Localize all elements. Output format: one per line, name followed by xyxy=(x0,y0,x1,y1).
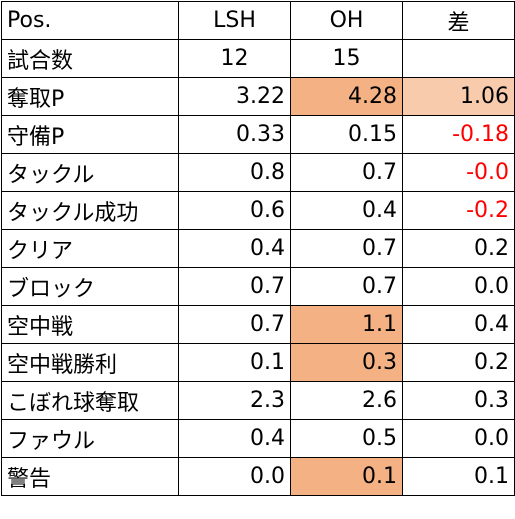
diff-value xyxy=(402,39,515,78)
table-row: 警告 0.0 0.1 0.1 xyxy=(1,457,515,496)
oh-value-highlighted: 4.28 xyxy=(290,77,403,116)
header-diff: 差 xyxy=(402,1,515,40)
header-oh: OH xyxy=(290,1,403,40)
lsh-value: 0.6 xyxy=(178,191,291,230)
lsh-value: 0.8 xyxy=(178,153,291,192)
diff-value-negative: -0.0 xyxy=(402,153,515,192)
lsh-value: 0.7 xyxy=(178,267,291,306)
table-row: タックル 0.8 0.7 -0.0 xyxy=(1,153,515,192)
row-label: 試合数 xyxy=(1,39,179,78)
table-row: 守備P 0.33 0.15 -0.18 xyxy=(1,115,515,154)
table-row: こぼれ球奪取 2.3 2.6 0.3 xyxy=(1,381,515,420)
table-row: 試合数 12 15 xyxy=(1,39,515,78)
oh-value: 0.7 xyxy=(290,153,403,192)
row-label: タックル成功 xyxy=(1,191,179,230)
row-label: 守備P xyxy=(1,115,179,154)
diff-value-highlighted: 1.06 xyxy=(402,77,515,116)
table-row: タックル成功 0.6 0.4 -0.2 xyxy=(1,191,515,230)
lsh-value: 3.22 xyxy=(178,77,291,116)
row-label: タックル xyxy=(1,153,179,192)
oh-value-highlighted: 1.1 xyxy=(290,305,403,344)
oh-value-highlighted: 0.1 xyxy=(290,457,403,496)
header-lsh: LSH xyxy=(178,1,291,40)
lsh-value: 0.4 xyxy=(178,229,291,268)
row-label: 空中戦勝利 xyxy=(1,343,179,382)
table-row: 空中戦 0.7 1.1 0.4 xyxy=(1,305,515,344)
diff-value: 0.0 xyxy=(402,419,515,458)
oh-value: 2.6 xyxy=(290,381,403,420)
row-label: ブロック xyxy=(1,267,179,306)
table-row: クリア 0.4 0.7 0.2 xyxy=(1,229,515,268)
lsh-value: 2.3 xyxy=(178,381,291,420)
diff-value: 0.2 xyxy=(402,343,515,382)
row-label: こぼれ球奪取 xyxy=(1,381,179,420)
diff-value: 0.3 xyxy=(402,381,515,420)
diff-value: 0.4 xyxy=(402,305,515,344)
lsh-value: 0.0 xyxy=(178,457,291,496)
lsh-value: 0.33 xyxy=(178,115,291,154)
diff-value-negative: -0.2 xyxy=(402,191,515,230)
lsh-value: 0.4 xyxy=(178,419,291,458)
lsh-value: 12 xyxy=(178,39,291,78)
table-row: 空中戦勝利 0.1 0.3 0.2 xyxy=(1,343,515,382)
oh-value: 0.15 xyxy=(290,115,403,154)
row-label: 奪取P xyxy=(1,77,179,116)
oh-value: 0.4 xyxy=(290,191,403,230)
diff-value: 0.2 xyxy=(402,229,515,268)
header-pos: Pos. xyxy=(1,1,179,40)
diff-value-negative: -0.18 xyxy=(402,115,515,154)
diff-value: 0.1 xyxy=(402,457,515,496)
row-label: ファウル xyxy=(1,419,179,458)
row-label: クリア xyxy=(1,229,179,268)
oh-value: 0.7 xyxy=(290,229,403,268)
oh-value: 0.5 xyxy=(290,419,403,458)
comparison-table: Pos. LSH OH 差 試合数 12 15 奪取P 3.22 4.28 1.… xyxy=(1,1,515,496)
table-row: 奪取P 3.22 4.28 1.06 xyxy=(1,77,515,116)
table-row: ブロック 0.7 0.7 0.0 xyxy=(1,267,515,306)
oh-value: 0.7 xyxy=(290,267,403,306)
oh-value: 15 xyxy=(290,39,403,78)
lsh-value: 0.1 xyxy=(178,343,291,382)
oh-value-highlighted: 0.3 xyxy=(290,343,403,382)
row-label: 警告 xyxy=(1,457,179,496)
row-label: 空中戦 xyxy=(1,305,179,344)
diff-value: 0.0 xyxy=(402,267,515,306)
header-row: Pos. LSH OH 差 xyxy=(1,1,515,40)
lsh-value: 0.7 xyxy=(178,305,291,344)
table-row: ファウル 0.4 0.5 0.0 xyxy=(1,419,515,458)
